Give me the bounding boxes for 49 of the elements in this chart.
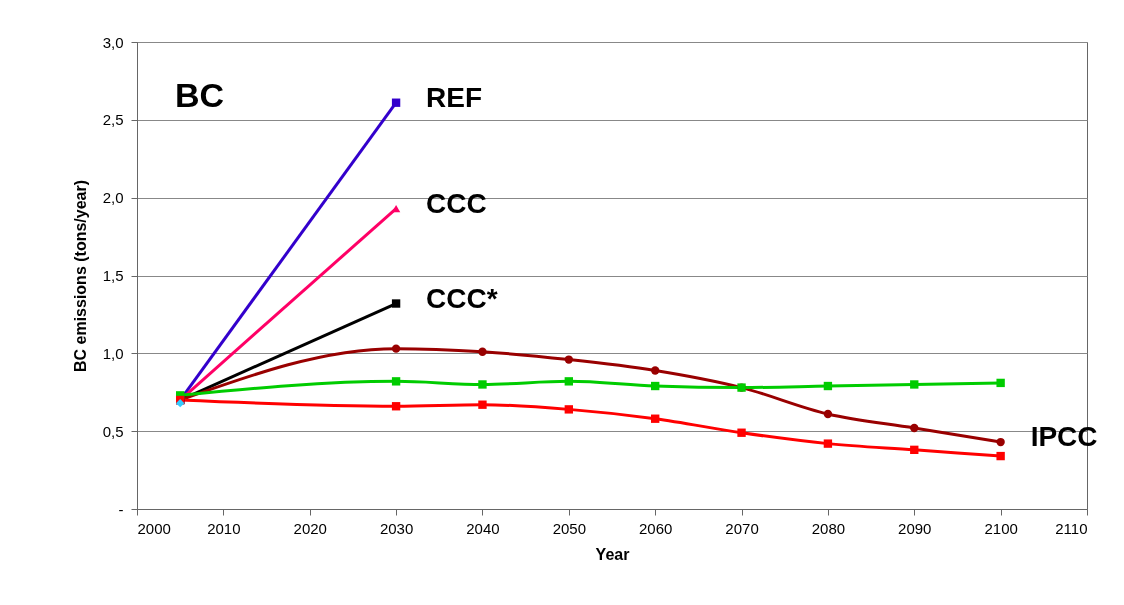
x-tick-label: 2050 xyxy=(552,519,587,537)
point xyxy=(910,445,919,455)
x-tick-label: 2090 xyxy=(898,519,932,537)
y-tick-label: 2,5 xyxy=(102,111,124,129)
series-label: REF xyxy=(426,81,483,113)
point xyxy=(737,428,746,437)
x-tick-label: 2020 xyxy=(293,519,327,537)
series-label: CCC xyxy=(426,187,487,219)
point xyxy=(564,405,573,414)
point xyxy=(564,355,573,364)
y-tick-label: 2,0 xyxy=(102,189,124,207)
point xyxy=(823,409,833,419)
y-tick-label: 1,5 xyxy=(102,267,124,284)
x-tick-label: 2070 xyxy=(725,519,759,537)
x-tick-label: 2000 xyxy=(137,519,171,537)
point xyxy=(996,378,1005,388)
annotation: BC xyxy=(175,76,225,114)
x-tick-label: 2110 xyxy=(1055,519,1088,537)
x-tick-label: 2040 xyxy=(466,519,500,537)
point xyxy=(391,299,401,308)
y-tick-label: 0,5 xyxy=(102,422,124,440)
point xyxy=(391,98,401,107)
point xyxy=(478,347,487,356)
point xyxy=(823,439,833,448)
point xyxy=(823,381,833,391)
point xyxy=(391,402,401,411)
x-axis-title: Year xyxy=(595,545,630,563)
point xyxy=(651,414,660,423)
point xyxy=(996,451,1005,461)
x-tick-label: 2030 xyxy=(379,519,414,537)
point xyxy=(910,380,919,389)
x-tick-label: 2080 xyxy=(811,519,846,537)
point xyxy=(651,381,660,391)
x-tick-label: 2010 xyxy=(207,519,241,537)
x-tick-label: 2100 xyxy=(984,519,1018,537)
y-axis-title: BC emissions (tons/year) xyxy=(71,179,89,373)
y-tick-label: 3,0 xyxy=(102,33,124,51)
point xyxy=(564,377,573,386)
y-tick-label: - xyxy=(118,500,124,518)
point xyxy=(651,366,660,375)
point xyxy=(391,377,401,386)
point xyxy=(478,400,487,409)
x-tick-label: 2060 xyxy=(638,519,673,537)
point xyxy=(910,423,919,433)
y-tick-label: 1,0 xyxy=(102,344,124,362)
point xyxy=(478,380,487,389)
point xyxy=(996,437,1005,447)
series-label: CCC* xyxy=(426,282,498,314)
point xyxy=(391,344,401,353)
